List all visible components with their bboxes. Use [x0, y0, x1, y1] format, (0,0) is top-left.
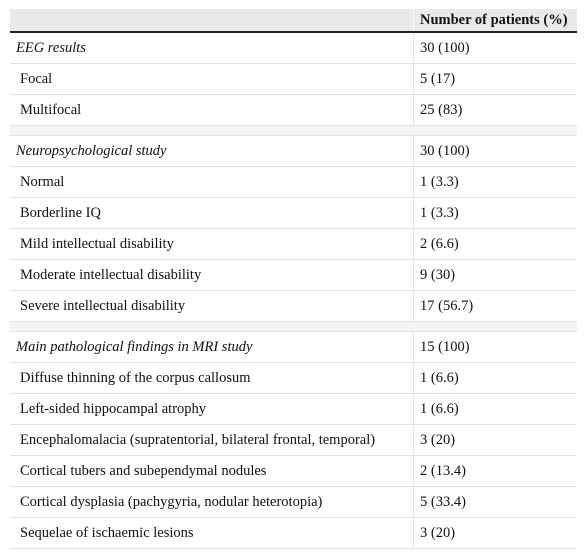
section-spacer	[10, 321, 577, 332]
header-cell-label	[10, 9, 414, 33]
row-label: Sequelae of ischaemic lesions	[10, 517, 414, 549]
row-label: Left-sided hippocampal atrophy	[10, 393, 414, 425]
table-row: Multifocal 25 (83)	[10, 94, 577, 126]
section-row-mri: Main pathological findings in MRI study …	[10, 331, 577, 363]
table-row: Moderate intellectual disability 9 (30)	[10, 259, 577, 291]
table-row: Sequelae of ischaemic lesions 3 (20)	[10, 517, 577, 549]
table-row: Severe intellectual disability 17 (56.7)	[10, 290, 577, 322]
section-row-eeg: EEG results 30 (100)	[10, 32, 577, 64]
row-label: Severe intellectual disability	[10, 290, 414, 322]
row-value: 17 (56.7)	[413, 290, 577, 322]
section-title: Neuropsychological study	[10, 135, 414, 167]
row-label: Encephalomalacia (supratentorial, bilate…	[10, 424, 414, 456]
row-value: 1 (3.3)	[413, 197, 577, 229]
row-label: Multifocal	[10, 94, 414, 126]
section-spacer	[10, 125, 577, 136]
table-row: Left-sided hippocampal atrophy 1 (6.6)	[10, 393, 577, 425]
section-value: 30 (100)	[413, 135, 577, 167]
table-header-row: Number of patients (%)	[10, 9, 577, 33]
row-value: 3 (20)	[413, 424, 577, 456]
section-row-neuropsych: Neuropsychological study 30 (100)	[10, 135, 577, 167]
row-value: 2 (13.4)	[413, 455, 577, 487]
table-row: Normal 1 (3.3)	[10, 166, 577, 198]
table-row: Encephalomalacia (supratentorial, bilate…	[10, 424, 577, 456]
row-value: 2 (6.6)	[413, 228, 577, 260]
row-label: Moderate intellectual disability	[10, 259, 414, 291]
row-value: 5 (33.4)	[413, 486, 577, 518]
table-row: Diffuse thinning of the corpus callosum …	[10, 362, 577, 394]
header-cell-patients: Number of patients (%)	[413, 9, 577, 33]
patients-table: Number of patients (%) EEG results 30 (1…	[10, 9, 577, 549]
row-value: 1 (3.3)	[413, 166, 577, 198]
table-row: Mild intellectual disability 2 (6.6)	[10, 228, 577, 260]
table-row: Focal 5 (17)	[10, 63, 577, 95]
row-label: Borderline IQ	[10, 197, 414, 229]
row-value: 25 (83)	[413, 94, 577, 126]
row-value: 3 (20)	[413, 517, 577, 549]
table-row: Borderline IQ 1 (3.3)	[10, 197, 577, 229]
row-value: 5 (17)	[413, 63, 577, 95]
row-label: Normal	[10, 166, 414, 198]
table-row: Cortical dysplasia (pachygyria, nodular …	[10, 486, 577, 518]
row-label: Cortical tubers and subependymal nodules	[10, 455, 414, 487]
section-title: Main pathological findings in MRI study	[10, 331, 414, 363]
section-value: 15 (100)	[413, 331, 577, 363]
row-label: Diffuse thinning of the corpus callosum	[10, 362, 414, 394]
row-value: 1 (6.6)	[413, 393, 577, 425]
table-row: Cortical tubers and subependymal nodules…	[10, 455, 577, 487]
row-value: 9 (30)	[413, 259, 577, 291]
section-value: 30 (100)	[413, 32, 577, 64]
row-label: Focal	[10, 63, 414, 95]
row-value: 1 (6.6)	[413, 362, 577, 394]
row-label: Cortical dysplasia (pachygyria, nodular …	[10, 486, 414, 518]
row-label: Mild intellectual disability	[10, 228, 414, 260]
section-title: EEG results	[10, 32, 414, 64]
